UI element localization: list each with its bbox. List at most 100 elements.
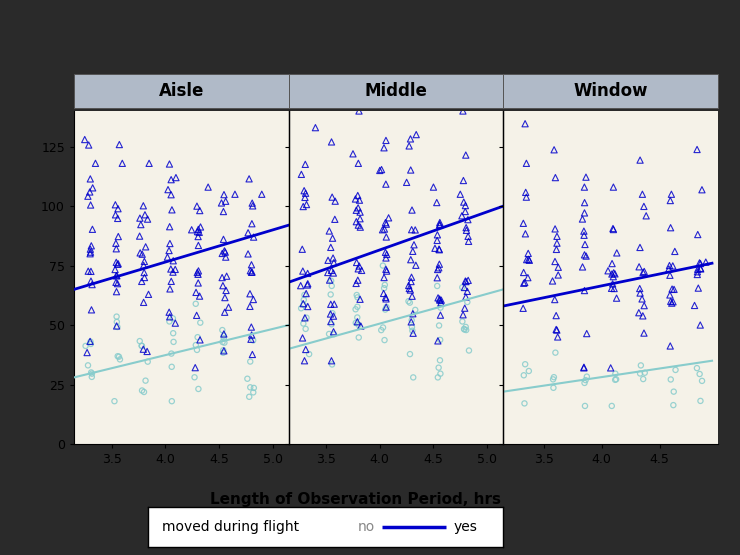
- Point: [693, 370, 705, 379]
- Point: [328, 312, 340, 321]
- Point: [244, 289, 256, 298]
- Point: [576, 263, 588, 271]
- Point: [297, 300, 309, 309]
- Point: [353, 107, 365, 115]
- Point: [375, 326, 387, 335]
- Point: [243, 174, 255, 183]
- Point: [549, 257, 561, 266]
- Point: [519, 399, 531, 408]
- Point: [665, 375, 676, 384]
- Point: [256, 190, 268, 199]
- Point: [580, 251, 592, 260]
- Point: [192, 232, 204, 241]
- Point: [551, 311, 562, 320]
- Point: [665, 196, 676, 205]
- Point: [403, 142, 415, 150]
- Point: [523, 256, 535, 265]
- Point: [520, 193, 532, 201]
- Point: [82, 361, 94, 370]
- Point: [460, 322, 471, 331]
- Point: [114, 355, 126, 364]
- Point: [668, 285, 680, 294]
- Point: [326, 320, 337, 329]
- Point: [460, 276, 471, 285]
- Point: [354, 295, 366, 304]
- Point: [691, 268, 703, 276]
- Point: [298, 290, 310, 299]
- Point: [409, 225, 421, 234]
- Point: [548, 145, 560, 154]
- Point: [551, 245, 562, 254]
- Point: [380, 266, 392, 275]
- Point: [695, 265, 707, 274]
- Point: [323, 276, 335, 285]
- Point: [295, 170, 307, 179]
- Point: [352, 191, 363, 200]
- Point: [245, 335, 257, 344]
- Point: [167, 268, 179, 276]
- Point: [579, 240, 591, 249]
- Point: [138, 273, 150, 282]
- Point: [246, 201, 258, 210]
- Point: [459, 304, 471, 312]
- Point: [79, 135, 91, 144]
- Point: [300, 345, 312, 354]
- Point: [462, 215, 474, 224]
- Point: [579, 286, 591, 295]
- Point: [164, 312, 175, 321]
- Point: [218, 346, 229, 355]
- Point: [519, 278, 531, 287]
- Point: [218, 235, 229, 244]
- Point: [548, 384, 559, 392]
- Point: [377, 289, 389, 298]
- Point: [297, 266, 309, 275]
- Point: [109, 397, 121, 406]
- Point: [349, 195, 361, 204]
- Point: [111, 271, 123, 280]
- Point: [215, 199, 227, 208]
- Point: [354, 208, 366, 216]
- Point: [433, 245, 445, 254]
- Point: [551, 232, 563, 241]
- Point: [460, 207, 471, 216]
- Point: [84, 174, 96, 183]
- Point: [328, 330, 340, 339]
- Point: [246, 260, 258, 269]
- Point: [608, 284, 620, 293]
- Point: [246, 322, 258, 331]
- Point: [246, 268, 258, 277]
- Point: [82, 267, 94, 276]
- Point: [246, 199, 258, 208]
- Point: [325, 290, 337, 299]
- Point: [519, 188, 531, 197]
- Point: [380, 302, 392, 311]
- Point: [218, 346, 230, 355]
- Point: [302, 279, 314, 288]
- Point: [664, 290, 676, 299]
- Point: [663, 264, 675, 273]
- Point: [189, 363, 201, 372]
- Point: [246, 350, 258, 359]
- Point: [350, 305, 362, 314]
- Point: [579, 250, 591, 259]
- Point: [634, 289, 646, 297]
- Point: [84, 249, 96, 258]
- Point: [431, 236, 443, 245]
- Point: [457, 310, 469, 319]
- Point: [167, 314, 179, 323]
- Point: [135, 341, 147, 350]
- Point: [300, 313, 312, 322]
- Point: [609, 375, 621, 384]
- Point: [112, 352, 124, 361]
- Point: [380, 265, 392, 274]
- Point: [295, 304, 307, 312]
- Point: [457, 283, 468, 292]
- Point: [634, 369, 646, 378]
- Point: [218, 349, 229, 357]
- Point: [639, 267, 650, 276]
- Point: [300, 189, 312, 198]
- Point: [518, 268, 530, 277]
- Point: [85, 368, 97, 377]
- Point: [670, 366, 682, 375]
- Point: [350, 319, 362, 327]
